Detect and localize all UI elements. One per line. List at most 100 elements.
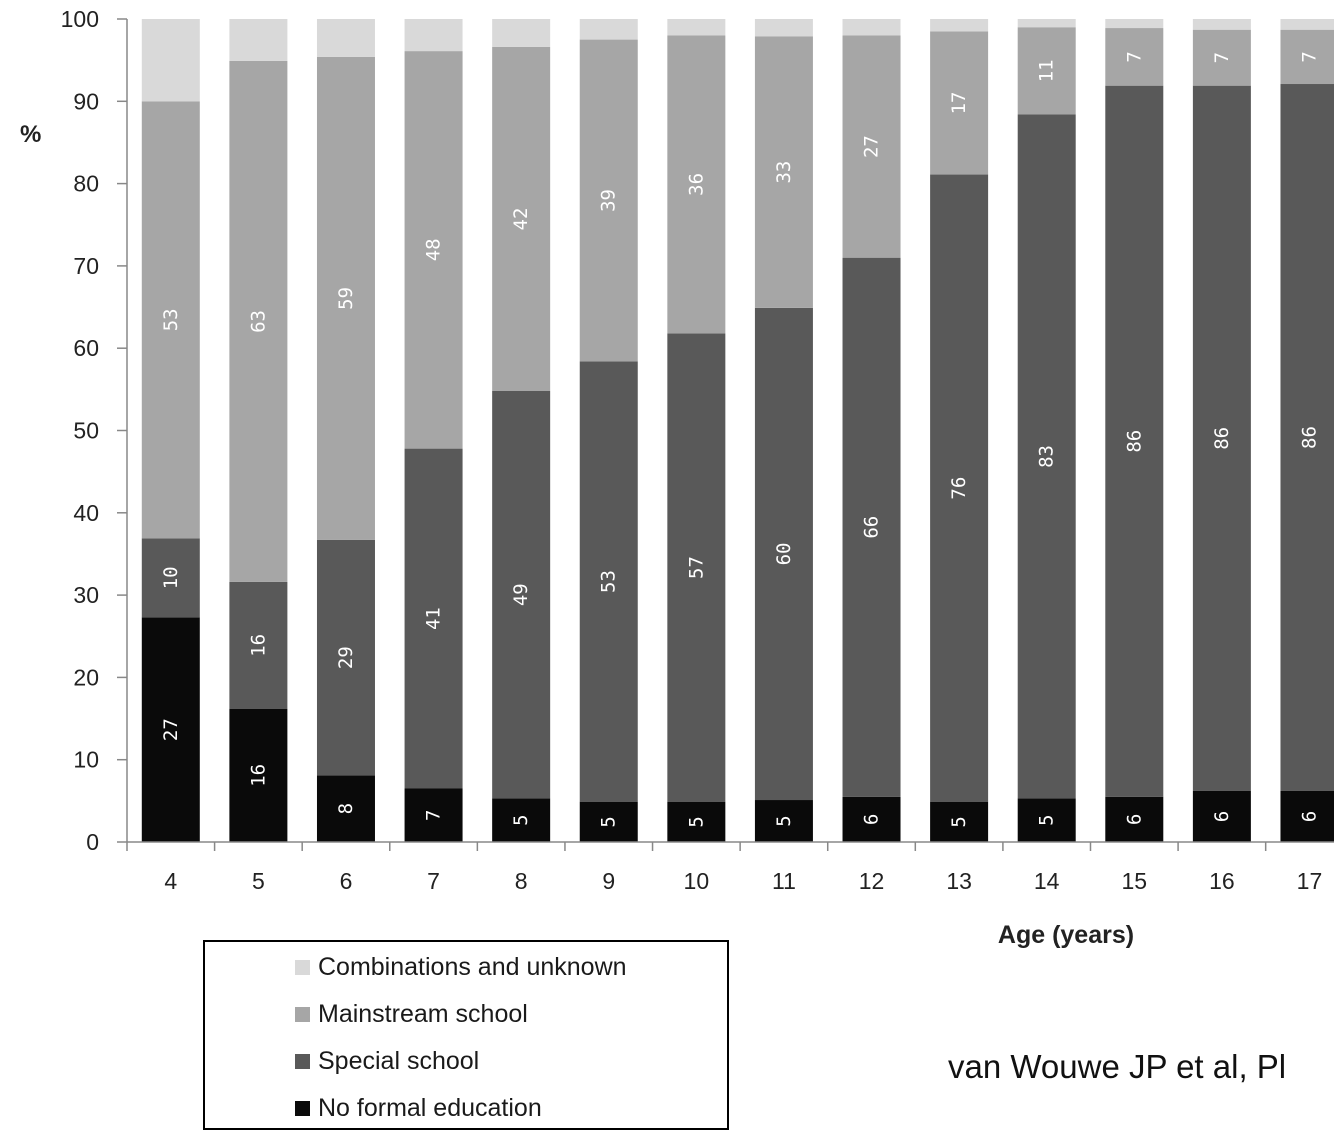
data-label: 17 [948,92,970,115]
legend-swatch-mainstream [295,1006,310,1022]
data-label: 7 [1211,52,1233,63]
x-tick-label: 4 [164,868,177,894]
data-label: 36 [685,173,707,196]
bar-segment [1280,19,1334,30]
bar-segment [1192,790,1251,842]
data-label: 5 [510,814,532,825]
bar-segment [1017,27,1076,115]
data-label: 66 [861,516,883,539]
bar-segment [492,46,551,391]
bar-segment [667,19,726,36]
data-label: 60 [773,543,795,566]
bar-segment [754,36,813,308]
data-label: 42 [510,208,532,231]
x-tick-label: 14 [1034,868,1060,894]
data-label: 11 [1036,59,1058,82]
data-label: 16 [247,634,269,657]
data-label: 5 [685,816,707,827]
bar-segment [316,56,375,540]
x-tick-label: 8 [515,868,528,894]
data-label: 5 [598,816,620,827]
bar-segment [316,775,375,842]
legend-label-special: Special school [318,1046,480,1075]
data-label: 6 [1123,814,1145,825]
bar-segment [667,801,726,842]
x-tick-label: 11 [772,868,796,894]
y-tick-label: 30 [73,582,99,608]
data-label: 63 [247,310,269,333]
data-label: 49 [510,583,532,606]
y-tick-label: 90 [73,88,99,114]
y-tick-label: 20 [73,664,99,690]
bar-segment [1280,84,1334,791]
bar-segment [229,19,288,61]
data-label: 5 [1036,814,1058,825]
x-axis-label: Age (years) [998,921,1134,949]
legend-swatch-special [295,1053,310,1069]
bars-layer [141,19,1334,842]
source-citation: van Wouwe JP et al, Pl [948,1048,1287,1085]
x-tick-label: 7 [427,868,440,894]
bar-segment [1105,28,1164,86]
bar-segment [1192,29,1251,86]
data-label: 7 [1298,51,1320,62]
legend-swatch-combinations [295,959,310,975]
legend-item-combinations: Combinations and unknown [295,952,627,982]
bar-segment [1280,29,1334,85]
data-label: 16 [247,764,269,787]
legend-item-special: Special school [295,1046,479,1076]
data-label: 83 [1036,445,1058,468]
bar-segment [842,19,901,36]
bar-segment [141,19,200,102]
bar-segment [930,31,989,175]
data-label: 5 [773,815,795,826]
axes-layer: 4 5 6 7 8 9 10 11 12 13 14 15 16 17 0 10 20 30 40 50 60 70 80 9… [61,6,1334,894]
bar-segment [229,708,288,842]
bar-segment [492,19,551,47]
data-label: 29 [335,646,357,669]
bar-segment [1105,19,1164,29]
data-label: 86 [1298,426,1320,449]
data-label: 6 [1211,811,1233,822]
bar-segment [754,307,813,801]
data-label: 5 [948,816,970,827]
bar-labels-layer: 2710531616638295974148549425533955736560… [160,51,1321,827]
y-tick-label: 70 [73,253,99,279]
bar-segment [579,801,638,842]
legend-label-no-formal: No formal education [318,1093,542,1122]
data-label: 53 [160,308,182,331]
bar-segment [754,19,813,37]
data-label: 7 [1123,51,1145,62]
bar-segment [1105,796,1164,842]
x-tick-label: 15 [1121,868,1147,894]
x-tick-label: 16 [1209,868,1235,894]
data-label: 27 [861,135,883,158]
bar-segment [667,333,726,802]
bar-segment [229,581,288,709]
x-tick-label: 12 [859,868,885,894]
bar-segment [404,51,463,449]
legend-label-combinations: Combinations and unknown [318,952,627,981]
data-label: 33 [773,161,795,184]
bar-segment [930,801,989,842]
data-label: 76 [948,477,970,500]
bar-segment [1017,798,1076,842]
y-tick-label: 50 [73,418,99,444]
data-label: 39 [598,189,620,212]
bar-segment [579,361,638,802]
bar-segment [492,798,551,842]
x-tick-label: 17 [1297,868,1323,894]
data-label: 86 [1123,430,1145,453]
data-label: 10 [160,566,182,589]
data-label: 48 [423,238,445,261]
data-label: 7 [423,810,445,821]
bar-segment [1105,85,1164,797]
x-tick-label: 9 [602,868,615,894]
data-label: 53 [598,570,620,593]
bar-segment [1192,19,1251,30]
x-tick-label: 10 [684,868,710,894]
y-tick-label: 0 [86,829,99,855]
legend: Combinations and unknown Mainstream scho… [203,940,729,1130]
legend-swatch-no-formal [295,1100,310,1116]
